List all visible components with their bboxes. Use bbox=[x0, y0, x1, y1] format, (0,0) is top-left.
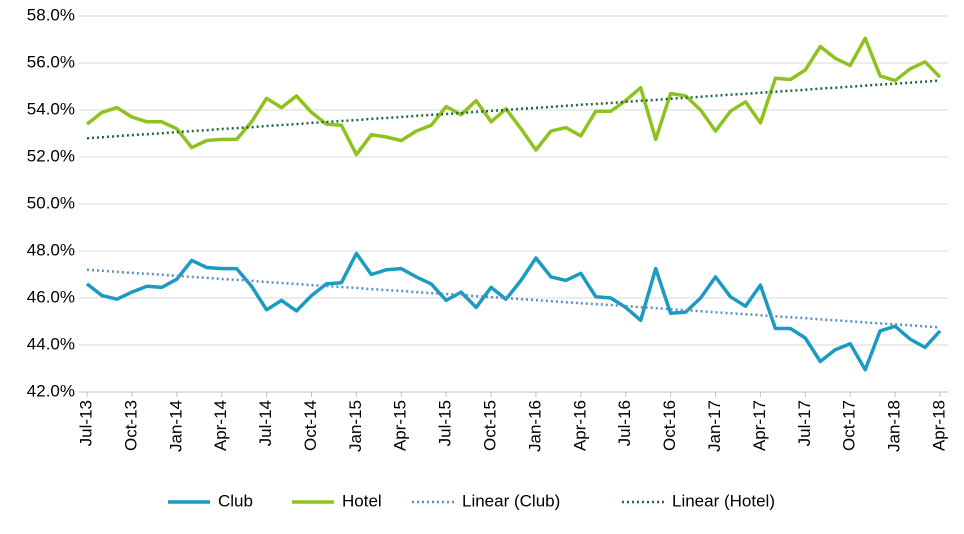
series-line bbox=[85, 251, 942, 372]
x-tick-label: Jul-16 bbox=[615, 400, 634, 446]
x-tick-label: Jan-14 bbox=[166, 400, 185, 452]
x-tick-label: Oct-16 bbox=[660, 400, 679, 451]
series-line bbox=[85, 36, 942, 157]
trend-line bbox=[86, 79, 941, 140]
y-tick-label: 46.0% bbox=[27, 287, 75, 306]
x-tick-label: Jan-15 bbox=[346, 400, 365, 452]
x-tick-label: Apr-14 bbox=[211, 400, 230, 451]
y-tick-label: 42.0% bbox=[27, 381, 75, 400]
x-tick-label: Oct-17 bbox=[840, 400, 859, 451]
y-tick-label: 54.0% bbox=[27, 99, 75, 118]
x-tick-label: Apr-18 bbox=[929, 400, 948, 451]
y-tick-label: 44.0% bbox=[27, 334, 75, 353]
x-tick-label: Jan-16 bbox=[525, 400, 544, 452]
x-tick-label: Oct-15 bbox=[481, 400, 500, 451]
y-tick-label: 48.0% bbox=[27, 240, 75, 259]
x-tick-label: Apr-16 bbox=[570, 400, 589, 451]
legend-label: Hotel bbox=[342, 491, 382, 510]
x-tick-label: Jul-17 bbox=[795, 400, 814, 446]
legend-label: Linear (Club) bbox=[462, 491, 560, 510]
y-tick-label: 50.0% bbox=[27, 193, 75, 212]
x-tick-label: Jan-18 bbox=[885, 400, 904, 452]
trend-line bbox=[86, 268, 941, 329]
x-tick-label: Jul-15 bbox=[436, 400, 455, 446]
x-tick-label: Jul-14 bbox=[256, 400, 275, 446]
x-tick-label: Oct-14 bbox=[301, 400, 320, 451]
x-tick-label: Apr-15 bbox=[391, 400, 410, 451]
x-tick-label: Jan-17 bbox=[705, 400, 724, 452]
x-tick-label: Oct-13 bbox=[121, 400, 140, 451]
x-tick-label: Jul-13 bbox=[76, 400, 95, 446]
legend-label: Club bbox=[218, 491, 253, 510]
legend-label: Linear (Hotel) bbox=[672, 491, 775, 510]
y-tick-label: 58.0% bbox=[27, 5, 75, 24]
x-tick-label: Apr-17 bbox=[750, 400, 769, 451]
y-tick-label: 52.0% bbox=[27, 146, 75, 165]
y-tick-label: 56.0% bbox=[27, 52, 75, 71]
